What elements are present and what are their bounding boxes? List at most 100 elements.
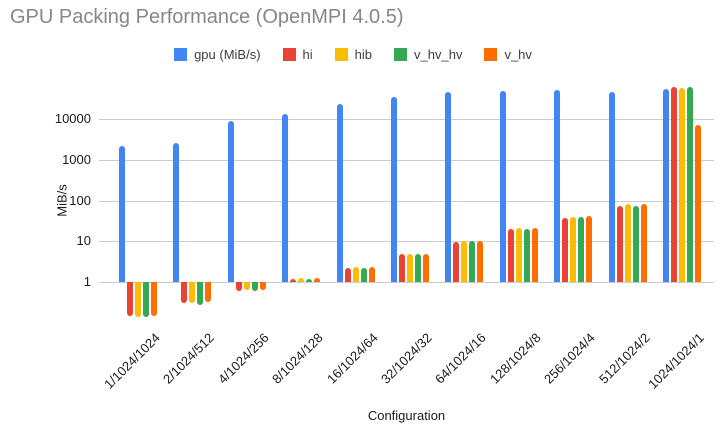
gridline	[99, 241, 714, 243]
bar[interactable]	[135, 282, 141, 317]
bar[interactable]	[243, 282, 250, 291]
bar[interactable]	[181, 282, 188, 304]
bar[interactable]	[616, 206, 623, 282]
bar[interactable]	[445, 92, 452, 282]
bar[interactable]	[290, 278, 297, 282]
x-category-label: 256/1024/4	[541, 330, 598, 387]
bar[interactable]	[189, 282, 196, 304]
x-category-label: 32/1024/32	[377, 330, 435, 387]
legend-item[interactable]: hib	[334, 47, 373, 62]
y-tick-label: 100	[69, 192, 91, 208]
bar[interactable]	[391, 97, 397, 282]
bar-group	[554, 86, 593, 326]
gridline	[99, 282, 714, 283]
x-category-label: 4/1024/256	[214, 330, 272, 387]
bar[interactable]	[562, 217, 569, 282]
y-tick-label: 10	[76, 233, 91, 249]
legend-item[interactable]: hi	[282, 47, 313, 62]
x-category-label: 128/1024/8	[486, 330, 544, 387]
bar[interactable]	[415, 253, 421, 282]
bar[interactable]	[235, 282, 242, 292]
x-category-label: 1024/1024/1	[644, 330, 707, 392]
bar[interactable]	[336, 103, 343, 282]
bar[interactable]	[554, 90, 561, 282]
bar[interactable]	[151, 282, 157, 316]
bar[interactable]	[624, 204, 631, 282]
bar[interactable]	[173, 142, 180, 282]
bar-group	[336, 86, 375, 326]
legend-item[interactable]: v_hv	[484, 47, 532, 62]
legend-item[interactable]: v_hv_hv	[394, 47, 462, 62]
bar[interactable]	[127, 282, 133, 316]
bar[interactable]	[499, 91, 506, 282]
y-tick-label: 1	[83, 274, 91, 289]
bar[interactable]	[360, 267, 367, 282]
bar[interactable]	[695, 125, 701, 282]
legend: gpu (MiB/s) hi hib v_hv_hv v_hv	[0, 47, 717, 62]
bar[interactable]	[632, 205, 639, 282]
bar[interactable]	[679, 87, 685, 282]
bar[interactable]	[523, 228, 530, 282]
bar[interactable]	[578, 217, 585, 282]
bar-group	[445, 86, 484, 326]
bar[interactable]	[352, 267, 359, 282]
bar[interactable]	[344, 268, 351, 282]
bar[interactable]	[282, 113, 289, 282]
bar[interactable]	[227, 120, 234, 282]
x-category-label: 64/1024/16	[432, 330, 490, 387]
legend-swatch-icon	[334, 48, 348, 61]
legend-swatch-icon	[484, 48, 498, 61]
bar[interactable]	[515, 228, 522, 282]
legend-label: hi	[302, 47, 313, 62]
bar[interactable]	[306, 278, 313, 282]
x-category-label: 1/1024/1024	[100, 330, 163, 392]
bar[interactable]	[586, 216, 593, 282]
legend-swatch-icon	[394, 48, 408, 61]
x-category-label: 512/1024/2	[595, 330, 653, 387]
gridline	[99, 119, 714, 120]
bar[interactable]	[407, 253, 413, 282]
bar-group	[499, 86, 538, 326]
plot-area: 1 10 100 1000 10000 1/1024/1024 2/1024/512 4/10…	[55, 86, 714, 392]
legend-label: hib	[354, 47, 373, 62]
bar[interactable]	[671, 86, 677, 282]
bar-group	[282, 86, 321, 326]
legend-label: gpu (MiB/s)	[194, 47, 261, 62]
bar[interactable]	[608, 92, 615, 282]
bar[interactable]	[119, 145, 125, 282]
x-category-label: 16/1024/64	[323, 330, 381, 387]
bar[interactable]	[531, 228, 538, 282]
bar-group	[663, 86, 701, 326]
gridline	[99, 200, 714, 202]
bar[interactable]	[368, 267, 375, 282]
bar[interactable]	[205, 282, 212, 303]
bar-group	[608, 86, 647, 326]
bar[interactable]	[640, 204, 647, 282]
legend-swatch-icon	[282, 48, 296, 61]
bar[interactable]	[663, 89, 669, 282]
x-axis-title: Configuration	[367, 408, 446, 423]
bar[interactable]	[453, 241, 460, 282]
bar[interactable]	[423, 253, 429, 282]
bar[interactable]	[251, 282, 258, 292]
bar[interactable]	[197, 282, 204, 305]
legend-item[interactable]: gpu (MiB/s)	[174, 47, 261, 62]
bar[interactable]	[507, 228, 514, 282]
bar[interactable]	[570, 216, 577, 282]
bar[interactable]	[469, 241, 476, 282]
bar-group	[227, 86, 266, 326]
y-tick-label: 10000	[54, 111, 91, 126]
bar[interactable]	[298, 278, 305, 282]
bar[interactable]	[477, 240, 484, 282]
bar-group	[173, 86, 212, 326]
bar[interactable]	[259, 282, 266, 291]
bar-group	[391, 86, 429, 326]
bar[interactable]	[687, 86, 693, 282]
legend-swatch-icon	[174, 48, 188, 61]
bar[interactable]	[143, 282, 149, 317]
legend-label: v_hv	[504, 47, 532, 62]
bar[interactable]	[461, 240, 468, 282]
bar[interactable]	[314, 278, 321, 282]
bar[interactable]	[399, 254, 405, 282]
